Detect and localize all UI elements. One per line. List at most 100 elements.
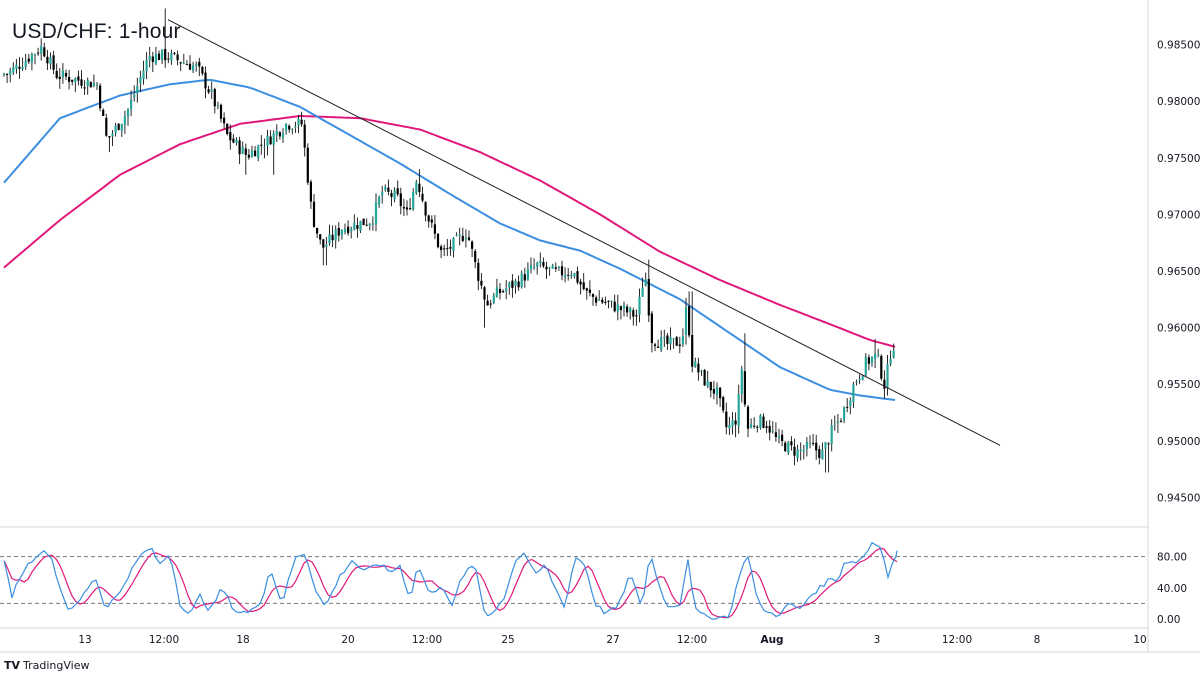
candle-body (9, 70, 12, 75)
candle-body (492, 294, 495, 303)
candle-body (316, 227, 319, 234)
candle-body (551, 265, 554, 269)
candle-body (601, 299, 604, 303)
oscillator-tick-label: 0.00 (1157, 614, 1180, 626)
candle-body (517, 281, 520, 288)
candle-body (892, 350, 895, 358)
candle-body (396, 188, 399, 195)
candle-body (595, 297, 598, 303)
price-tick-label: 0.95500 (1157, 379, 1200, 391)
candle-body (725, 411, 728, 428)
candle-body (784, 442, 787, 452)
candle-body (467, 237, 471, 241)
price-axis[interactable]: 0.98500 0.98000 0.97500 0.97000 0.96500 0.960… (1157, 40, 1200, 505)
tradingview-brand-text: TradingView (23, 659, 90, 672)
candle-body (185, 64, 188, 66)
oscillator-axis[interactable]: 80.00 40.00 0.00 (1157, 552, 1187, 626)
candle-body (384, 186, 387, 191)
time-tick-label: 3 (874, 634, 881, 646)
candle-body (266, 135, 269, 147)
stochastic-panel (0, 541, 1148, 620)
candle-body (328, 234, 331, 244)
candle-body (229, 132, 232, 141)
candle-body (461, 235, 464, 241)
candle-body (880, 355, 883, 379)
candle-body (238, 140, 241, 155)
candle-body (607, 300, 610, 302)
candle-body (874, 353, 877, 360)
candle-body (381, 191, 384, 196)
candle-body (536, 262, 539, 267)
candle-body (102, 109, 105, 116)
candle-body (471, 241, 474, 249)
stochastic-d-line (3, 547, 898, 619)
candle-body (796, 449, 799, 458)
candle-body (223, 117, 226, 124)
candle-body (771, 431, 774, 433)
candle-body (176, 54, 179, 61)
candle-body (883, 379, 886, 389)
candle-body (616, 304, 619, 312)
candle-body (95, 84, 99, 86)
candle-body (579, 281, 582, 285)
candle-body (799, 449, 802, 451)
candle-body (591, 294, 595, 297)
candle-body (247, 154, 250, 158)
candle-body (598, 300, 601, 302)
candle-body (334, 229, 337, 241)
candle-body (843, 407, 846, 421)
candle-body (526, 269, 529, 280)
candle-body (325, 244, 328, 247)
candle-body (703, 370, 706, 386)
candle-body (477, 262, 480, 281)
candle-body (613, 301, 616, 312)
candle-body (92, 83, 95, 86)
trendline-layer[interactable] (167, 19, 1001, 446)
candle-body (192, 65, 195, 71)
candle-body (542, 262, 545, 267)
candle-body (777, 435, 781, 438)
candle-body (204, 72, 207, 89)
price-tick-label: 0.95000 (1157, 436, 1200, 448)
trendline[interactable] (167, 19, 1001, 446)
candle-body (756, 426, 759, 428)
chart-frame (0, 0, 1200, 653)
tradingview-watermark[interactable]: TV TradingView (4, 659, 90, 672)
candle-body (489, 303, 492, 305)
candle-body (362, 218, 365, 226)
candle-body (173, 52, 176, 54)
time-tick-label: 20 (341, 634, 354, 646)
candle-body (573, 273, 576, 277)
candle-body (514, 280, 517, 286)
candle-body (188, 63, 192, 70)
candle-body (312, 201, 316, 227)
chart-title: USD/CHF: 1-hour (12, 20, 181, 43)
candle-body (347, 226, 350, 234)
candle-body (74, 78, 77, 83)
time-tick-label: 12:00 (149, 634, 179, 646)
candle-body (827, 443, 830, 445)
candle-body (694, 361, 697, 367)
time-axis[interactable]: 13 12:00 18 20 12:00 25 27 12:00 Aug 3 12:00 8 10 (78, 634, 1146, 646)
candle-body (30, 54, 33, 63)
candle-body (210, 89, 213, 92)
candle-body (167, 58, 170, 60)
time-tick-label: 8 (1034, 634, 1041, 646)
candle-body (759, 415, 762, 429)
candle-body (241, 146, 244, 154)
candle-body (560, 266, 564, 276)
candle-body (291, 129, 294, 131)
candle-body (219, 104, 223, 119)
candle-body (27, 58, 30, 62)
candle-body (46, 56, 49, 64)
candle-body (452, 238, 455, 251)
candle-body (458, 234, 461, 236)
candle-body (371, 223, 374, 225)
candle-body (412, 191, 415, 210)
candle-body (570, 274, 573, 277)
candle-body (502, 291, 505, 293)
candle-body (815, 442, 818, 451)
candle-body (179, 62, 182, 64)
candle-body (226, 123, 229, 134)
